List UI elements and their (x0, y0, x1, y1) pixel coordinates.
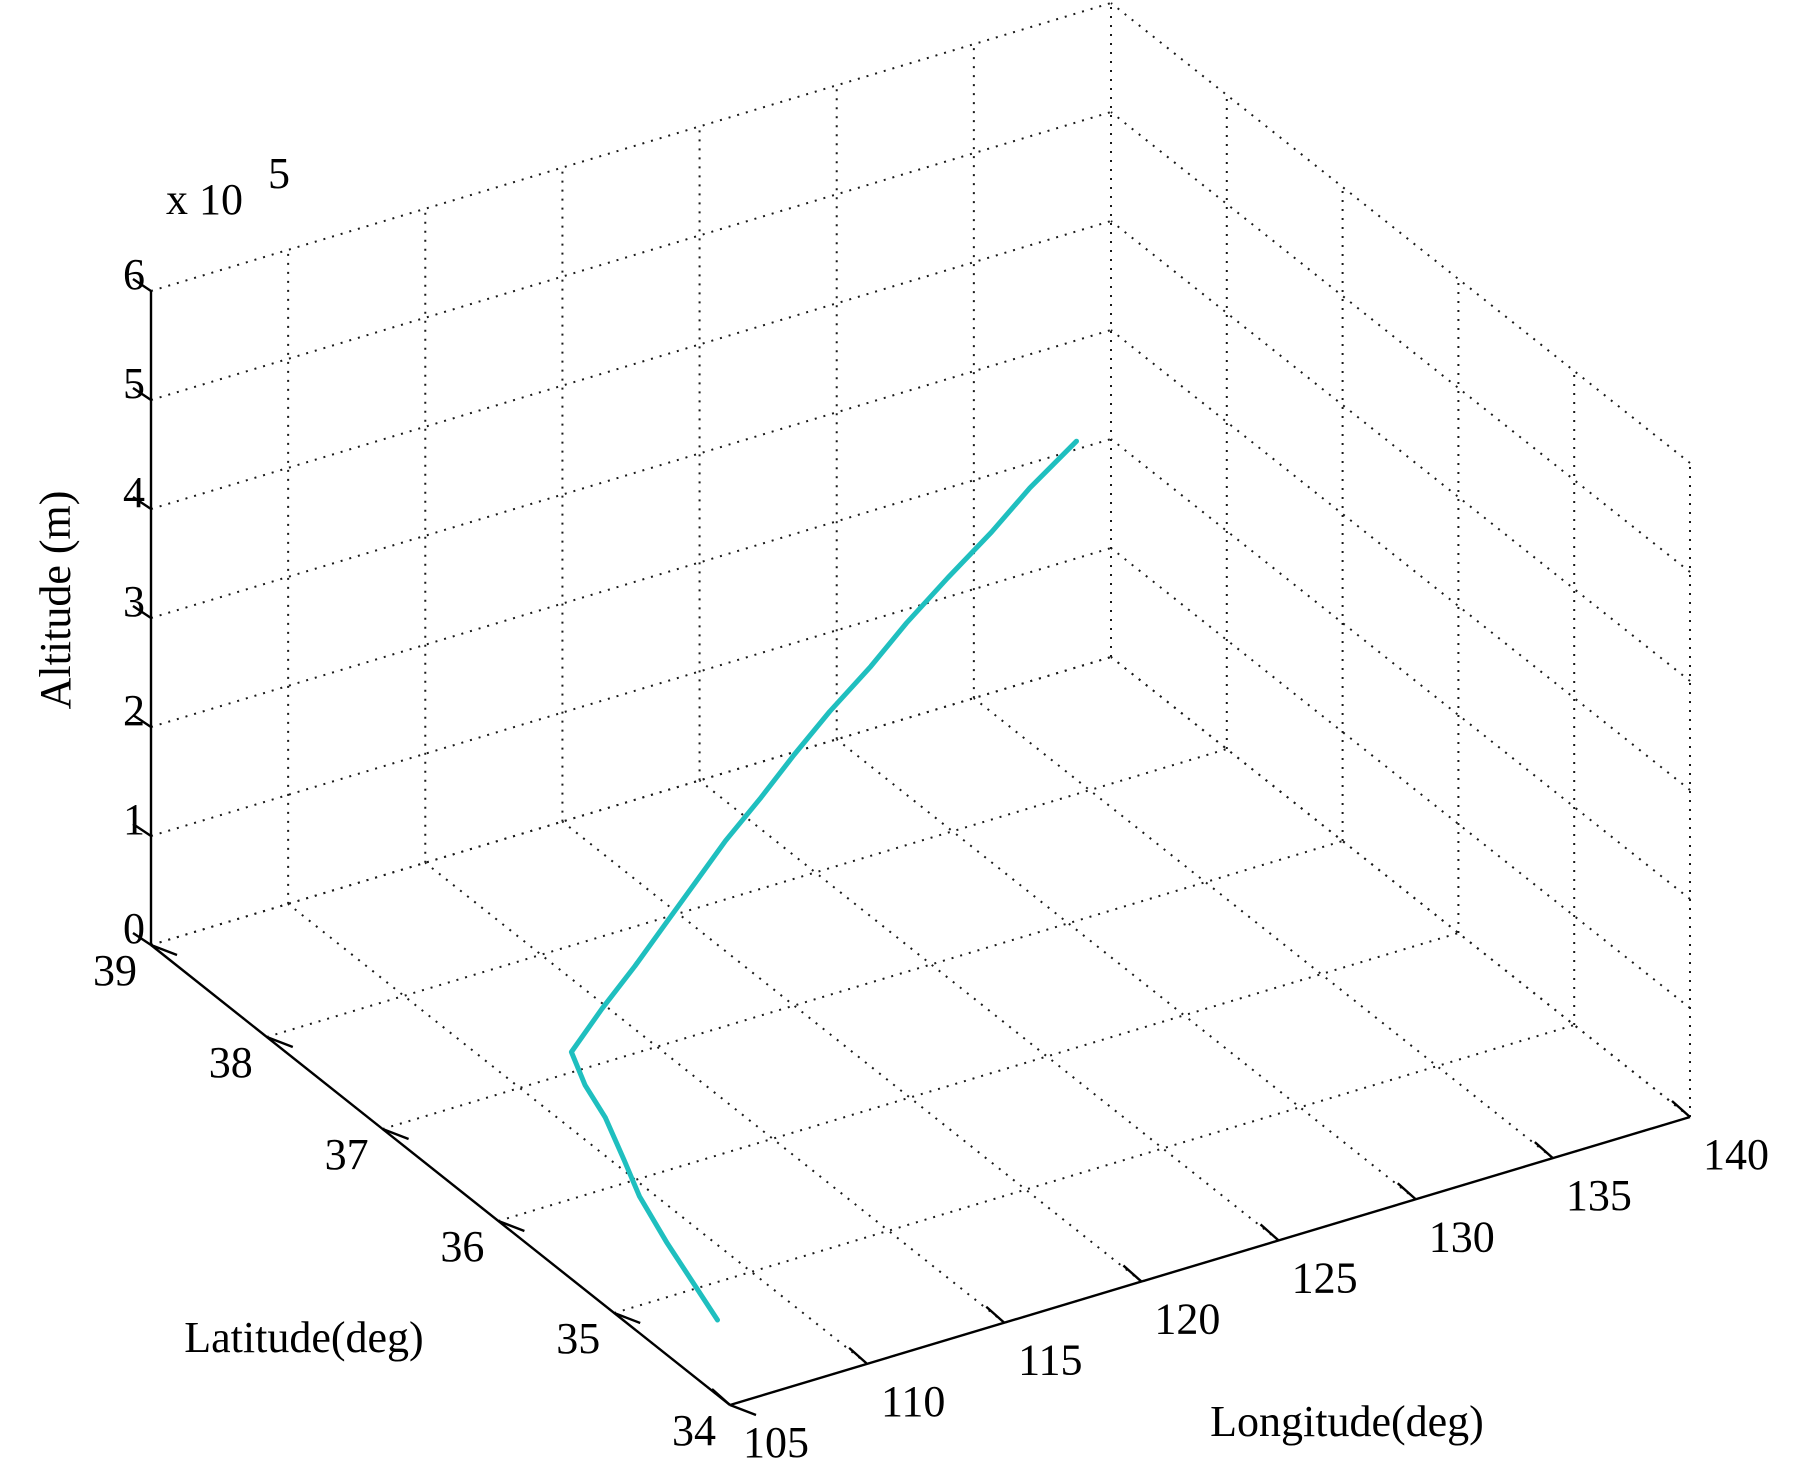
y-tick-label: 39 (93, 946, 137, 995)
x-tick-label: 105 (743, 1418, 809, 1467)
side-wall-grid-line (1110, 438, 1691, 900)
y-tick-label: 38 (209, 1038, 253, 1087)
back-wall-grid-line (150, 2, 1112, 292)
x-tick-label: 135 (1566, 1171, 1632, 1220)
y-axis-label: Latitude(deg) (184, 1313, 423, 1362)
z-tick-label: 1 (123, 795, 145, 844)
x-tick-label: 125 (1292, 1253, 1358, 1302)
y-tick (729, 1403, 757, 1417)
y-tick-label: 35 (556, 1314, 600, 1363)
floor-grid-line (266, 748, 1228, 1038)
x-tick (1671, 1100, 1691, 1118)
side-wall-grid-line (1110, 329, 1691, 791)
z-tick (132, 823, 152, 837)
y-tick (613, 1311, 641, 1325)
z-tick (132, 714, 152, 728)
y-tick-label: 37 (325, 1130, 369, 1179)
z-tick-label: 5 (123, 359, 145, 408)
z-tick (132, 496, 152, 510)
floor-grid-line (498, 932, 1459, 1222)
side-wall-grid-line (1110, 220, 1691, 682)
back-wall-grid-line (150, 656, 1112, 946)
floor-grid-line (424, 861, 1005, 1324)
x-tick-label: 140 (1703, 1130, 1769, 1179)
z-multiplier-base: x 10 (166, 175, 243, 224)
back-wall-grid-line (150, 329, 1112, 619)
z-multiplier-exponent: 5 (268, 149, 290, 198)
x-axis-line (729, 1115, 1691, 1407)
x-tick (1534, 1141, 1554, 1160)
floor-grid-line (613, 1024, 1575, 1314)
floor-grid-line (698, 779, 1280, 1242)
side-wall-grid-line (1110, 656, 1691, 1118)
back-wall-grid-line (150, 547, 1112, 837)
y-tick (150, 943, 178, 957)
z-tick-label: 2 (123, 686, 145, 735)
y-tick (266, 1035, 294, 1049)
z-tick-label: 0 (123, 904, 145, 953)
y-tick (382, 1127, 410, 1141)
floor-grid-line (836, 738, 1417, 1201)
x-axis-label: Longitude(deg) (1210, 1397, 1484, 1446)
axis-layer: 1051101151201251301351403435363738390123… (93, 250, 1769, 1467)
x-tick-label: 120 (1154, 1295, 1220, 1344)
side-wall-grid-line (1110, 2, 1691, 464)
y-tick (497, 1219, 525, 1233)
z-tick-label: 3 (123, 577, 145, 626)
x-tick-label: 110 (881, 1377, 945, 1426)
x-tick (711, 1388, 731, 1406)
series-layer (568, 438, 1079, 1323)
grid-layer (150, 2, 1691, 1406)
side-wall-grid-line (1110, 547, 1691, 1009)
y-tick-label: 36 (440, 1222, 484, 1271)
z-tick (132, 605, 152, 619)
back-wall-grid-line (150, 111, 1112, 401)
x-tick (848, 1346, 868, 1365)
side-wall-grid-line (1110, 111, 1691, 573)
floor-grid-line (973, 697, 1554, 1159)
y-axis-line (150, 944, 731, 1406)
label-layer: Longitude(deg) Latitude(deg) Altitude (m… (31, 149, 1484, 1446)
z-tick (132, 932, 152, 946)
z-multiplier-label: x 10 5 (166, 149, 290, 224)
x-tick-label: 130 (1429, 1212, 1495, 1261)
y-tick-label: 34 (672, 1406, 716, 1455)
series-line (568, 438, 1079, 1323)
back-wall-grid-line (150, 220, 1112, 510)
z-axis-label: Altitude (m) (31, 491, 80, 710)
x-tick (985, 1305, 1006, 1324)
back-wall-grid-line (150, 438, 1112, 728)
floor-grid-line (287, 903, 868, 1365)
x-tick-label: 115 (1018, 1336, 1082, 1385)
floor-grid-line (561, 820, 1143, 1283)
z-tick (132, 278, 152, 292)
x-tick (1122, 1264, 1143, 1283)
z-tick (132, 387, 152, 401)
z-tick-label: 4 (123, 468, 145, 517)
z-tick-label: 6 (123, 250, 145, 299)
floor-grid-line (382, 840, 1343, 1130)
floor-grid-line (150, 656, 1112, 946)
x-tick (1396, 1182, 1417, 1201)
x-tick (1259, 1223, 1280, 1242)
